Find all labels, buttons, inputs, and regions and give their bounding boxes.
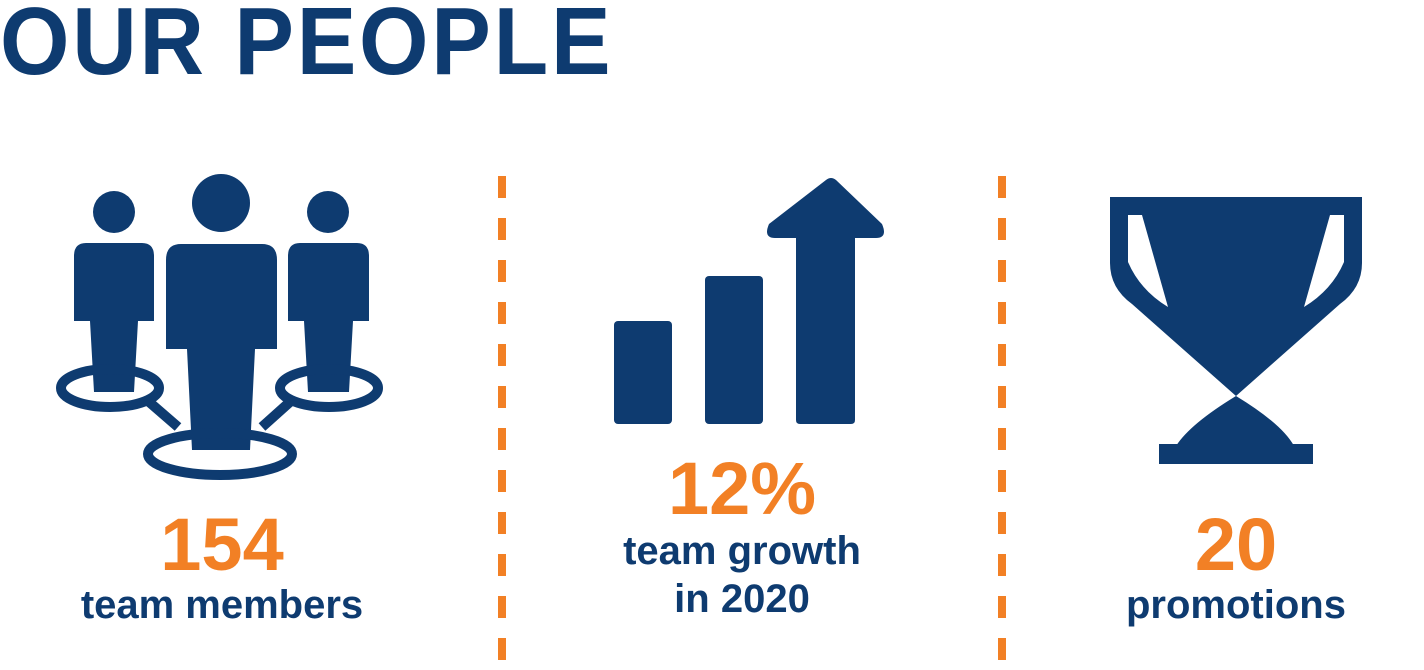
stat-promotions: 20 promotions — [1014, 0, 1424, 670]
stat-team-growth: 12% team growth in 2020 — [520, 0, 964, 670]
team-members-count: 154 — [160, 503, 284, 586]
promotions-count: 20 — [1194, 503, 1278, 586]
divider-2 — [998, 176, 1006, 670]
team-growth-label-line-1: team growth — [623, 529, 861, 573]
page-title: OUR PEOPLE — [0, 0, 614, 95]
team-growth-value: 12% — [667, 447, 817, 530]
team-members-label: team members — [80, 583, 364, 627]
trophy-icon — [1110, 197, 1362, 464]
growth-chart-icon — [614, 178, 884, 424]
divider-1 — [498, 176, 506, 670]
team-icon — [56, 174, 383, 480]
stat-team-members: 154 team members — [0, 0, 444, 670]
promotions-label: promotions — [1126, 583, 1346, 627]
team-growth-label-line-2: in 2020 — [674, 577, 810, 621]
